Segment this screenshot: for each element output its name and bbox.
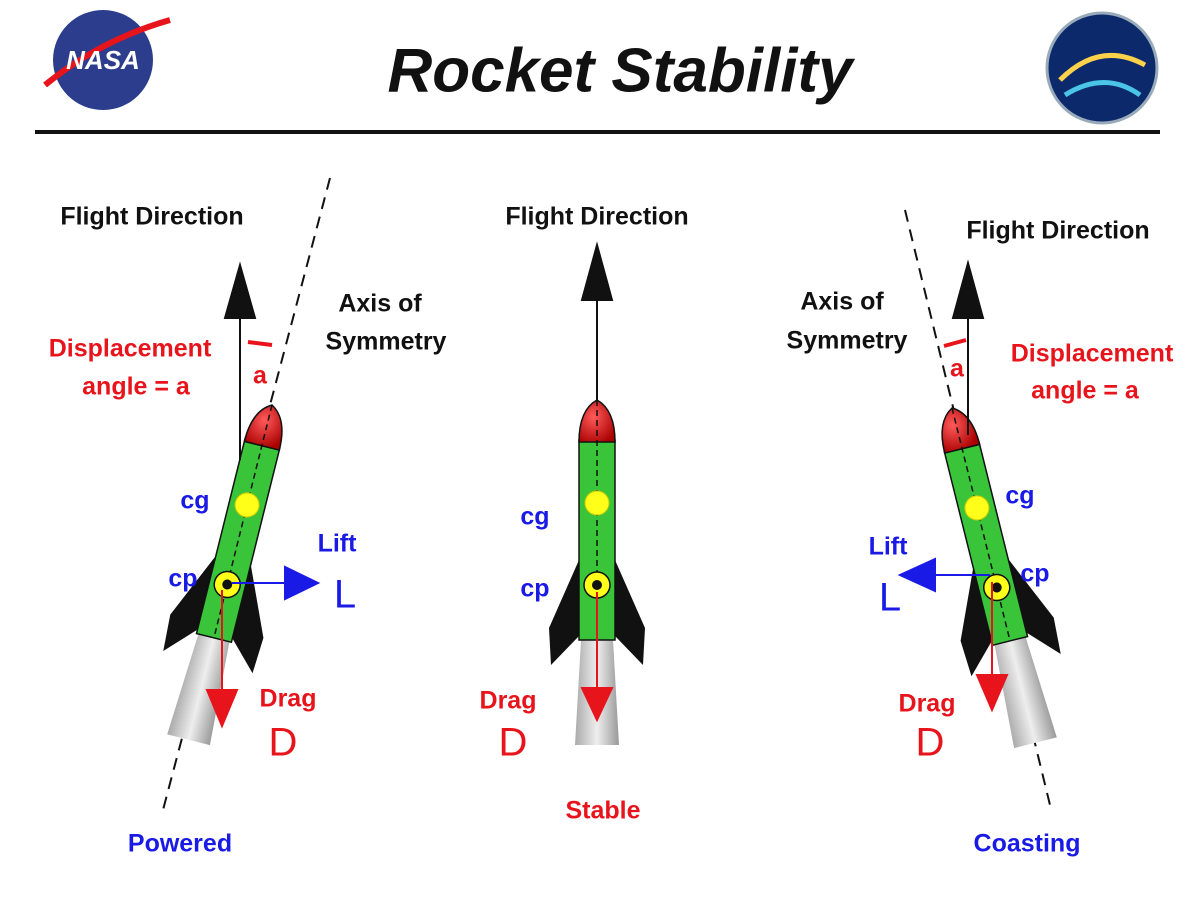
flight-direction: Flight Direction — [60, 203, 243, 231]
lift-label: Lift — [869, 533, 909, 561]
lift-arrows — [232, 557, 990, 601]
drag-label: Drag — [260, 685, 317, 713]
lift-symbol: L — [334, 573, 356, 617]
panel-powered: Flight Direction Axis of Symmetry Displa… — [49, 203, 447, 858]
axis-label: Symmetry — [787, 327, 908, 355]
cp-label: cp — [168, 565, 197, 593]
panel-stable: Flight Direction cg cp Drag D Stable — [480, 203, 689, 825]
axis-label: Axis of — [800, 288, 884, 316]
panel-coasting: Flight Direction Axis of Symmetry a Disp… — [787, 217, 1174, 858]
drag-label: Drag — [899, 690, 956, 718]
angle-mark — [247, 340, 273, 347]
header: NASA Rocket Stability — [35, 10, 1160, 134]
flight-direction: Flight Direction — [505, 203, 688, 231]
angle-mark — [943, 338, 967, 348]
flight-direction: Flight Direction — [966, 217, 1149, 245]
drag-symbol: D — [916, 721, 945, 765]
drag-symbol: D — [269, 721, 298, 765]
drag-symbol: D — [499, 721, 528, 765]
axis-label: Axis of — [338, 290, 422, 318]
angle-label: a — [253, 362, 268, 390]
caption: Coasting — [974, 830, 1081, 858]
exploration-logo — [1045, 11, 1159, 125]
cg-label: cg — [180, 487, 209, 515]
drag-arrows — [205, 582, 1009, 729]
title: Rocket Stability — [387, 36, 856, 105]
cp-label: cp — [1020, 560, 1049, 588]
displacement-label: Displacement — [1011, 340, 1174, 368]
flight-arrows — [223, 241, 985, 460]
caption: Stable — [565, 797, 640, 825]
logo-text: NASA — [66, 45, 140, 75]
axis-label: Symmetry — [326, 328, 447, 356]
displacement-label: angle = a — [82, 373, 191, 401]
lift-label: Lift — [318, 530, 358, 558]
cg-label: cg — [1005, 482, 1034, 510]
caption: Powered — [128, 830, 232, 858]
angle-label: a — [950, 355, 965, 383]
cp-label: cp — [520, 575, 549, 603]
displacement-label: angle = a — [1031, 377, 1140, 405]
drag-label: Drag — [480, 687, 537, 715]
displacement-label: Displacement — [49, 335, 212, 363]
lift-symbol: L — [879, 576, 901, 620]
cg-label: cg — [520, 503, 549, 531]
